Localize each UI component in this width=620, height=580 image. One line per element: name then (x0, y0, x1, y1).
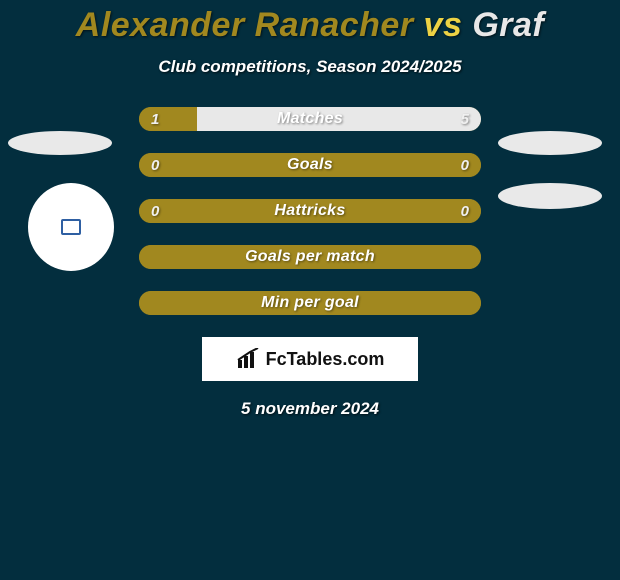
decoration-ellipse-right (498, 131, 602, 155)
brand-bars-icon (236, 348, 262, 370)
stat-rows: 15Matches 00Goals 00Hattricks Goals per mat… (139, 107, 481, 315)
avatar (28, 183, 114, 271)
stat-label: Goals (139, 153, 481, 177)
brand-badge: FcTables.com (202, 337, 418, 381)
decoration-ellipse-left (8, 131, 112, 155)
stat-row: 00Goals (139, 153, 481, 177)
comparison-stage: 15Matches 00Goals 00Hattricks Goals per mat… (0, 107, 620, 419)
stat-label: Hattricks (139, 199, 481, 223)
stat-row: 00Hattricks (139, 199, 481, 223)
brand-text: FcTables.com (266, 349, 385, 370)
stat-row: Goals per match (139, 245, 481, 269)
subtitle: Club competitions, Season 2024/2025 (0, 57, 620, 77)
player2-name: Graf (472, 6, 544, 44)
avatar-badge-icon (61, 219, 81, 235)
stat-row: 15Matches (139, 107, 481, 131)
date-label: 5 november 2024 (0, 399, 620, 419)
stat-label: Min per goal (139, 291, 481, 315)
stat-label: Matches (139, 107, 481, 131)
decoration-ellipse-right2 (498, 183, 602, 209)
stat-row: Min per goal (139, 291, 481, 315)
player1-name: Alexander Ranacher (76, 6, 414, 44)
vs-label: vs (424, 6, 463, 44)
page-title: Alexander Ranacher vs Graf (0, 0, 620, 45)
stat-label: Goals per match (139, 245, 481, 269)
